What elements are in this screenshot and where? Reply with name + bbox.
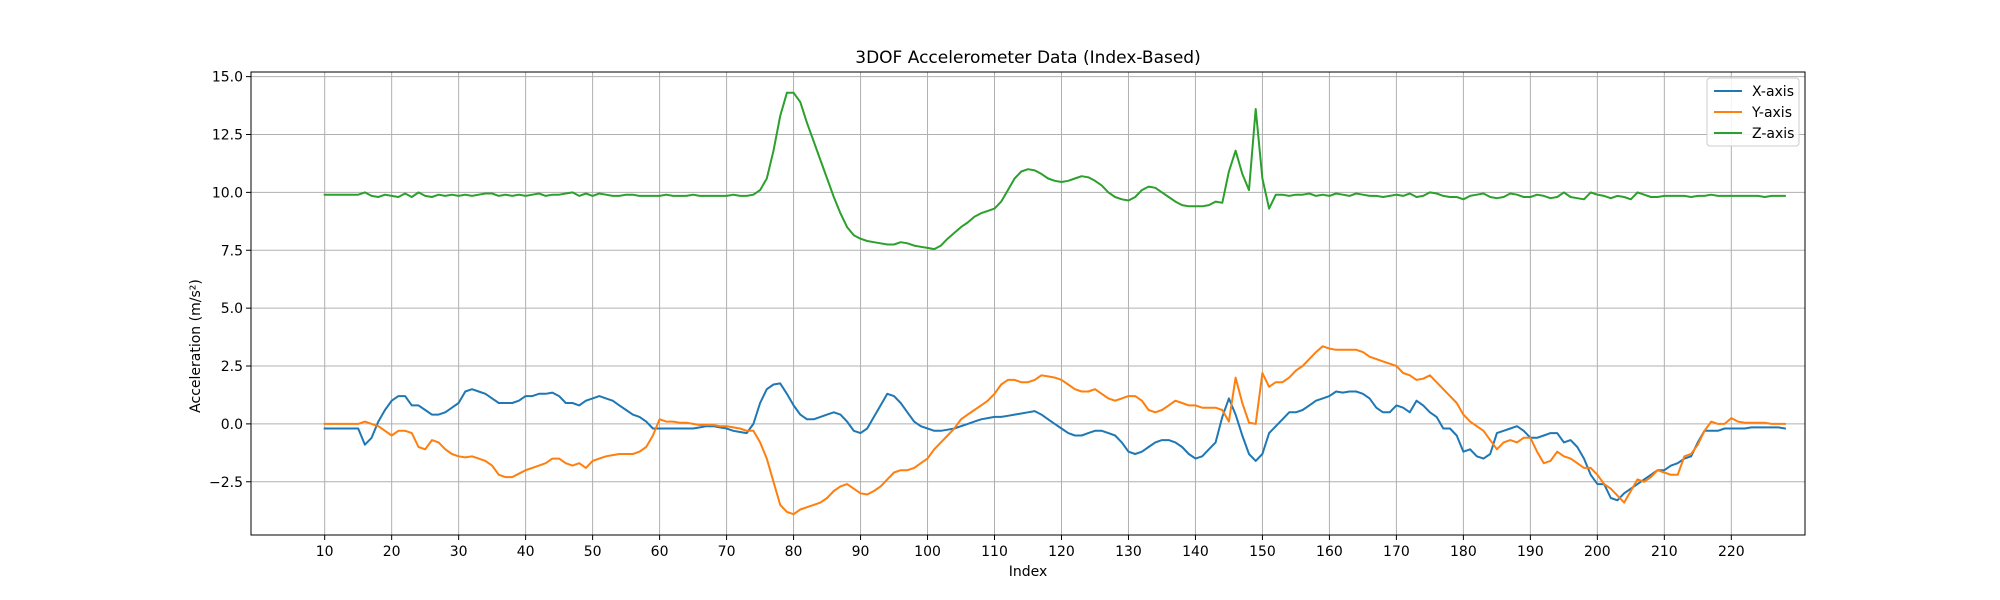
series-line-y-axis xyxy=(323,345,1786,516)
series-line-x-axis xyxy=(323,382,1787,502)
x-tick-label: 10 xyxy=(316,544,334,560)
x-tick-label: 170 xyxy=(1383,544,1410,560)
y-axis-title: Acceleration (m/s²) xyxy=(188,279,204,413)
y-tick-label: 5.0 xyxy=(221,301,243,317)
x-tick-label: 70 xyxy=(718,544,736,560)
x-tick-label: 110 xyxy=(981,544,1008,560)
y-tick-label: 12.5 xyxy=(212,128,243,144)
legend-box xyxy=(1706,77,1800,147)
x-tick-label: 100 xyxy=(914,544,941,560)
x-tick-label: 140 xyxy=(1182,544,1209,560)
x-tick-label: 160 xyxy=(1316,544,1343,560)
legend-label-z-axis: Z-axis xyxy=(1752,126,1794,142)
plot-frame xyxy=(250,71,1806,536)
legend: X-axis Y-axis Z-axis xyxy=(1706,77,1800,147)
y-tick-label: 15.0 xyxy=(212,70,243,86)
x-tick-label: 30 xyxy=(450,544,468,560)
y-tick-label: 7.5 xyxy=(221,243,243,259)
x-tick-label: 50 xyxy=(584,544,602,560)
y-tick-label: 10.0 xyxy=(212,185,243,201)
x-tick-label: 200 xyxy=(1584,544,1611,560)
y-tick-label: −2.5 xyxy=(209,475,243,491)
x-tick-label: 80 xyxy=(785,544,803,560)
legend-label-y-axis: Y-axis xyxy=(1751,105,1792,121)
axis-ticks: 10 20 30 40 50 60 70 80 90 100 110 120 130 140 150 160 1… xyxy=(209,70,1745,560)
chart-title: 3DOF Accelerometer Data (Index-Based) xyxy=(855,48,1200,68)
x-tick-label: 220 xyxy=(1718,544,1745,560)
x-tick-label: 130 xyxy=(1115,544,1142,560)
x-tick-label: 40 xyxy=(517,544,535,560)
x-tick-label: 90 xyxy=(852,544,870,560)
x-axis-title: Index xyxy=(1009,564,1048,580)
x-tick-label: 60 xyxy=(651,544,669,560)
x-tick-label: 150 xyxy=(1249,544,1276,560)
x-tick-label: 180 xyxy=(1450,544,1477,560)
x-tick-label: 210 xyxy=(1651,544,1678,560)
x-tick-label: 120 xyxy=(1048,544,1075,560)
y-tick-label: 0.0 xyxy=(221,417,243,433)
y-tick-label: 2.5 xyxy=(221,359,243,375)
x-tick-label: 20 xyxy=(383,544,401,560)
series-lines xyxy=(323,91,1787,516)
x-tick-label: 190 xyxy=(1517,544,1544,560)
legend-label-x-axis: X-axis xyxy=(1752,84,1794,100)
series-line-z-axis xyxy=(323,91,1786,251)
